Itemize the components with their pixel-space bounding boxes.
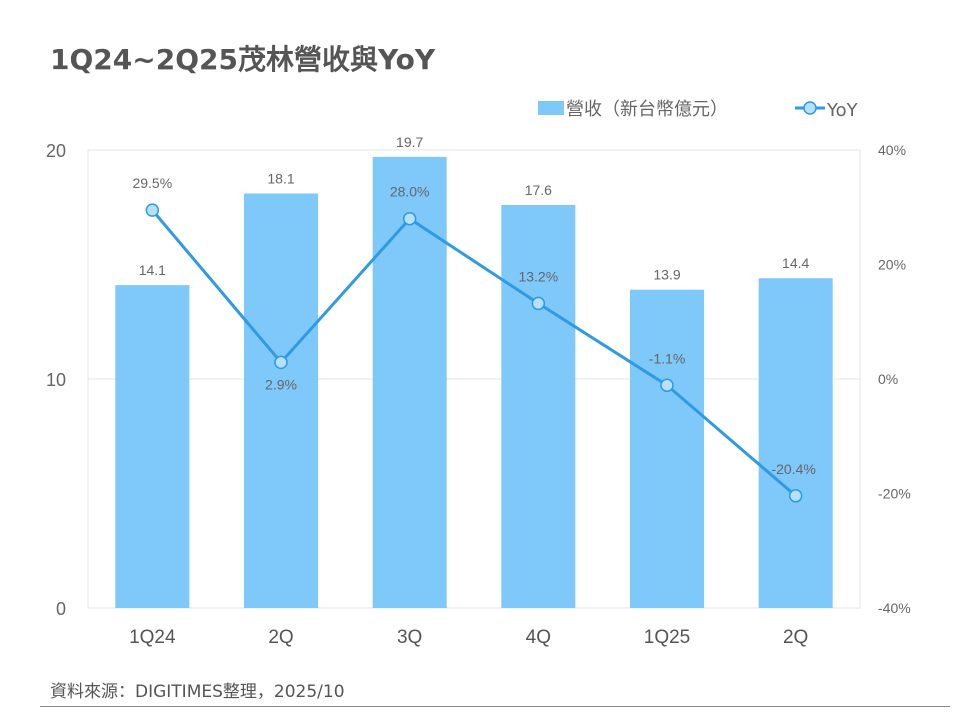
- yoy-line: [151, 209, 797, 497]
- revenue-data-label: 14.1: [139, 262, 166, 278]
- revenue-bar: [758, 278, 833, 608]
- y-right-tick-label: 0%: [878, 371, 898, 387]
- y-right-tick-label: 20%: [878, 257, 906, 273]
- x-tick-label: 4Q: [526, 627, 551, 648]
- y-right-tick-label: -40%: [878, 600, 911, 616]
- revenue-bar: [372, 156, 447, 608]
- revenue-bar: [244, 193, 318, 608]
- revenue-bar: [115, 285, 190, 608]
- bottom-rule: [40, 706, 950, 707]
- x-tick-label: 1Q25: [644, 627, 690, 648]
- yoy-data-label: 13.2%: [518, 268, 558, 284]
- revenue-data-label: 17.6: [525, 182, 552, 198]
- y-right-tick-label: -20%: [878, 486, 911, 502]
- source-note: 資料來源：DIGITIMES整理，2025/10: [50, 682, 345, 702]
- y-left-tick-label: 10: [46, 370, 66, 390]
- revenue-data-label: 18.1: [267, 171, 294, 187]
- yoy-data-label: -1.1%: [649, 350, 686, 366]
- yoy-point: [660, 378, 674, 393]
- revenue-data-label: 14.4: [782, 255, 809, 271]
- x-tick-label: 2Q: [783, 627, 808, 648]
- yoy-point: [788, 489, 803, 503]
- legend-revenue-label: 營收（新台幣億元）: [566, 99, 728, 120]
- yoy-point: [274, 355, 288, 370]
- revenue-bar: [630, 289, 704, 608]
- yoy-point: [531, 296, 546, 311]
- y-left-tick-label: 0: [56, 599, 66, 619]
- y-left-tick-label: 20: [46, 141, 66, 161]
- revenue-data-label: 13.9: [653, 267, 680, 283]
- revenue-bar: [501, 204, 576, 608]
- yoy-data-label: 2.9%: [265, 376, 297, 392]
- yoy-point: [402, 211, 417, 226]
- yoy-data-label: -20.4%: [771, 461, 815, 477]
- legend-yoy-label: YoY: [826, 100, 859, 121]
- legend-yoy-marker: [803, 101, 817, 115]
- x-tick-label: 1Q24: [129, 627, 176, 648]
- yoy-data-label: 28.0%: [390, 184, 430, 200]
- x-tick-label: 3Q: [397, 627, 422, 648]
- x-tick-label: 2Q: [268, 627, 293, 648]
- chart-title: 1Q24~2Q25茂林營收與YoY: [50, 43, 436, 76]
- legend-revenue-swatch: [538, 101, 564, 115]
- yoy-data-label: 29.5%: [132, 175, 172, 191]
- y-right-tick-label: 40%: [878, 142, 906, 158]
- revenue-data-label: 19.7: [396, 134, 423, 150]
- yoy-point: [145, 203, 160, 217]
